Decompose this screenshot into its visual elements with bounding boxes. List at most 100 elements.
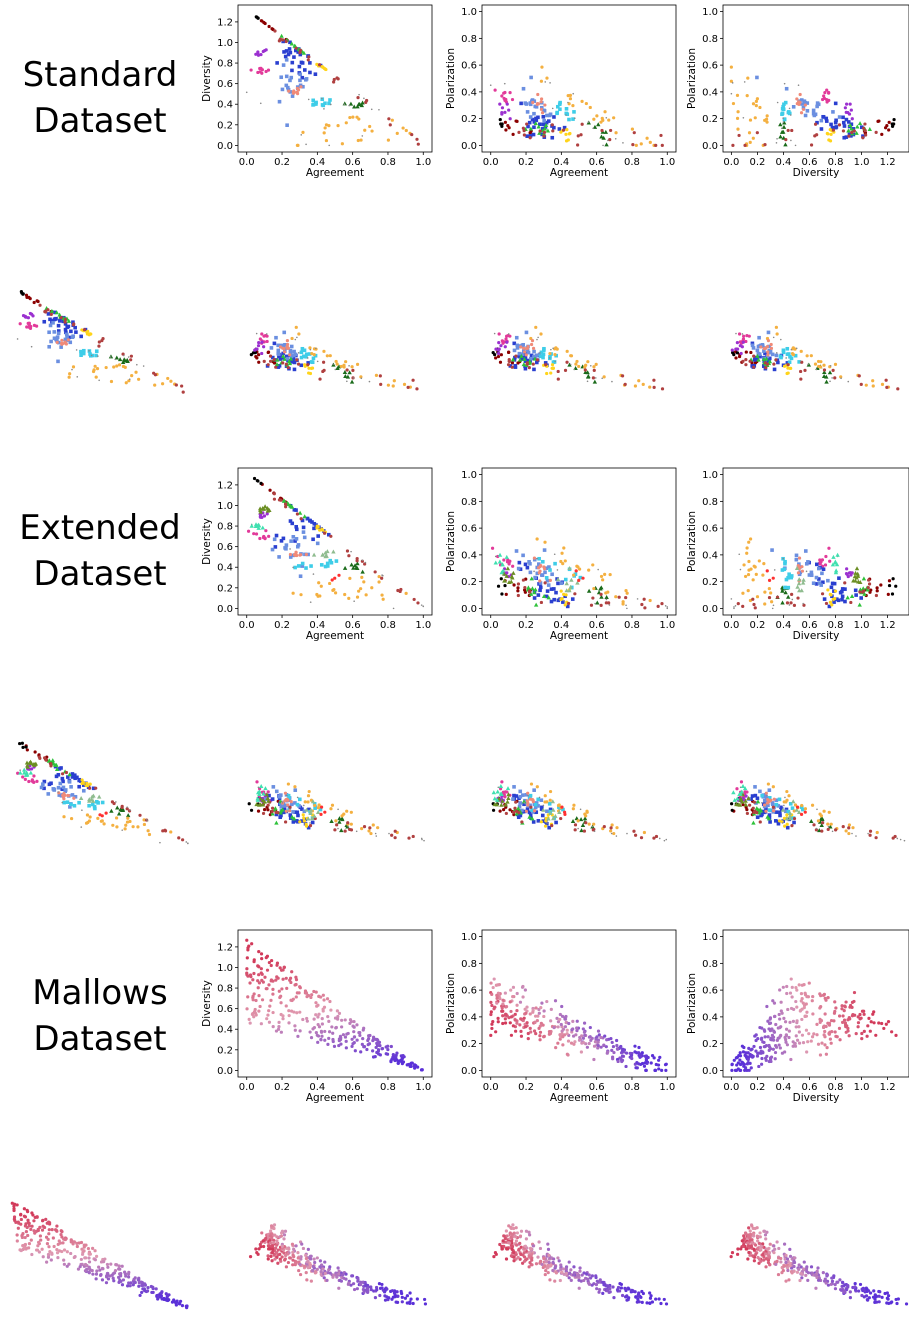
x-tick-label: 0.4 [309, 157, 325, 168]
data-point [608, 138, 612, 142]
map-point [334, 368, 337, 371]
map-point [52, 1244, 56, 1249]
map-point [539, 352, 541, 354]
dataset-label-extended: Extended Dataset [0, 505, 200, 597]
data-point [830, 594, 834, 599]
map-point [625, 1294, 629, 1298]
map-point [266, 1254, 270, 1258]
map-point [800, 807, 805, 812]
map-point [859, 382, 863, 386]
y-axis-label: Diversity [201, 55, 213, 102]
data-point [504, 573, 509, 578]
data-point [794, 999, 798, 1004]
map-point [316, 806, 321, 810]
map-point [339, 816, 345, 821]
data-point [569, 1041, 574, 1045]
map-point [612, 831, 616, 836]
plot-frame [481, 4, 677, 153]
data-point [312, 521, 317, 526]
data-point [859, 1016, 863, 1020]
data-point [299, 60, 304, 65]
map-point [294, 1244, 298, 1248]
data-point [780, 588, 785, 593]
map-point [24, 1222, 28, 1226]
map-point [102, 822, 106, 826]
data-point [310, 520, 314, 524]
data-point [265, 1017, 269, 1021]
data-point [730, 1068, 734, 1072]
map-point [275, 1239, 279, 1243]
data-point [742, 563, 746, 567]
map-point [142, 365, 145, 367]
map-panel-r1-c0 [16, 741, 189, 845]
map-point [806, 362, 812, 367]
map-point [657, 1297, 661, 1301]
data-point [807, 1032, 811, 1036]
data-point [305, 1016, 309, 1021]
map-point [544, 363, 548, 367]
map-point [294, 338, 297, 341]
map-point [344, 1277, 348, 1281]
map-point [310, 820, 315, 825]
map-point [819, 814, 824, 818]
data-point [600, 128, 604, 133]
data-point [596, 1029, 601, 1033]
map-point [291, 820, 296, 824]
map-point [774, 798, 779, 803]
map-point [538, 796, 541, 799]
map-point [512, 793, 516, 798]
map-point [539, 332, 543, 336]
data-point [828, 1037, 832, 1041]
data-point [352, 1019, 356, 1024]
map-point [502, 340, 506, 344]
map-point [59, 345, 63, 349]
data-point [537, 571, 541, 575]
map-point [272, 341, 277, 346]
map-point [640, 1300, 644, 1304]
map-point [769, 346, 774, 350]
data-point [730, 92, 733, 95]
data-point [494, 1030, 498, 1034]
map-point [772, 809, 776, 813]
map-point [284, 362, 288, 366]
data-point [330, 1025, 334, 1029]
data-point [559, 1022, 563, 1027]
map-point [267, 793, 271, 798]
data-point [814, 582, 819, 586]
map-point [582, 1278, 586, 1283]
data-point [349, 562, 354, 567]
data-point [805, 570, 808, 573]
map-point [498, 360, 503, 364]
map-point [620, 374, 625, 378]
map-point [146, 820, 149, 822]
data-point [284, 74, 289, 79]
data-point [785, 601, 790, 605]
data-point [267, 1009, 271, 1013]
x-axis-label: Agreement [306, 1092, 364, 1104]
data-point [852, 129, 856, 133]
map-point [542, 346, 546, 351]
data-point [805, 995, 809, 999]
data-point [545, 113, 549, 118]
map-point [507, 350, 511, 354]
data-point [518, 567, 523, 572]
map-point [63, 1237, 67, 1242]
data-point [493, 88, 497, 92]
data-point [490, 1003, 494, 1008]
map-point [59, 1229, 63, 1233]
data-point [845, 102, 849, 106]
scatter-panel-r1-c0: 0.0 0.2 0.4 0.6 0.8 1.00.00.20.40.60.81.01.2A… [201, 467, 433, 642]
map-point [133, 1276, 137, 1280]
data-point [806, 560, 810, 564]
map-point [766, 794, 768, 797]
map-point [658, 837, 661, 840]
map-point [56, 785, 61, 790]
map-point [255, 796, 260, 801]
data-point [782, 1016, 786, 1020]
data-point [844, 572, 849, 576]
x-tick-label: 0.2 [518, 157, 534, 168]
map-point [278, 354, 282, 359]
data-point [273, 545, 278, 549]
map-point [803, 810, 807, 814]
data-point [556, 569, 559, 571]
